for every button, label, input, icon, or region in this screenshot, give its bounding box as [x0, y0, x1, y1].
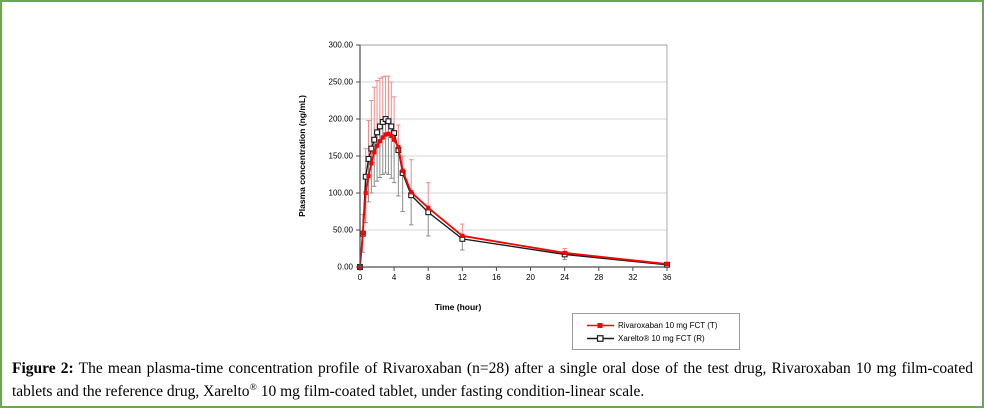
- figure-caption-text-1: The mean plasma-time concentration profi…: [12, 360, 973, 400]
- svg-text:36: 36: [663, 273, 672, 282]
- svg-text:50.00: 50.00: [333, 226, 354, 235]
- legend-label-test: Rivaroxaban 10 mg FCT (T): [618, 321, 718, 330]
- legend-marker-reference-icon: [587, 335, 614, 342]
- svg-text:8: 8: [426, 273, 431, 282]
- svg-text:Plasma concentration (ng/mL): Plasma concentration (ng/mL): [297, 95, 307, 217]
- legend-item-reference: Xarelto® 10 mg FCT (R): [587, 332, 739, 345]
- plot-frame: [360, 44, 668, 267]
- svg-text:200.00: 200.00: [329, 115, 354, 124]
- svg-text:24: 24: [560, 273, 569, 282]
- y-axis-ticks: 0.00 50.00 100.00 150.00 200.00 250.00 300.00: [329, 41, 360, 272]
- svg-text:28: 28: [594, 273, 603, 282]
- svg-text:150.00: 150.00: [329, 152, 354, 161]
- error-bars: [360, 75, 567, 261]
- series-test: [357, 131, 670, 270]
- figure-caption-label: Figure 2:: [12, 360, 74, 377]
- svg-text:0.00: 0.00: [337, 263, 353, 272]
- svg-text:20: 20: [526, 273, 535, 282]
- svg-text:0: 0: [358, 273, 363, 282]
- svg-text:32: 32: [628, 273, 637, 282]
- legend-item-test: Rivaroxaban 10 mg FCT (T): [587, 319, 739, 332]
- figure-caption-text-2: 10 mg film-coated tablet, under fasting …: [256, 383, 645, 400]
- pk-chart: 0.00 50.00 100.00 150.00 200.00 250.00 300.00 0…: [292, 10, 762, 358]
- axis-titles: Plasma concentration (ng/mL) Time (hour): [297, 95, 481, 312]
- svg-text:100.00: 100.00: [329, 189, 354, 198]
- chart-legend: Rivaroxaban 10 mg FCT (T) Xarelto® 10 mg…: [572, 313, 740, 350]
- x-axis-ticks: 0 4 8 12 16 20 24 28 32 36: [358, 267, 672, 282]
- svg-text:300.00: 300.00: [329, 41, 354, 50]
- svg-text:16: 16: [492, 273, 501, 282]
- svg-text:Time (hour): Time (hour): [435, 302, 482, 312]
- figure-caption: Figure 2: The mean plasma-time concentra…: [12, 357, 973, 403]
- svg-text:4: 4: [392, 273, 397, 282]
- svg-text:250.00: 250.00: [329, 78, 354, 87]
- legend-marker-test-icon: [587, 323, 614, 328]
- plot-gridlines: [360, 44, 667, 231]
- legend-label-reference: Xarelto® 10 mg FCT (R): [618, 334, 705, 343]
- svg-text:12: 12: [458, 273, 467, 282]
- plasma-chart-svg: 0.0050.00100.00150.00200.00250.00300.000…: [297, 41, 672, 312]
- registered-trademark-symbol: ®: [249, 381, 257, 393]
